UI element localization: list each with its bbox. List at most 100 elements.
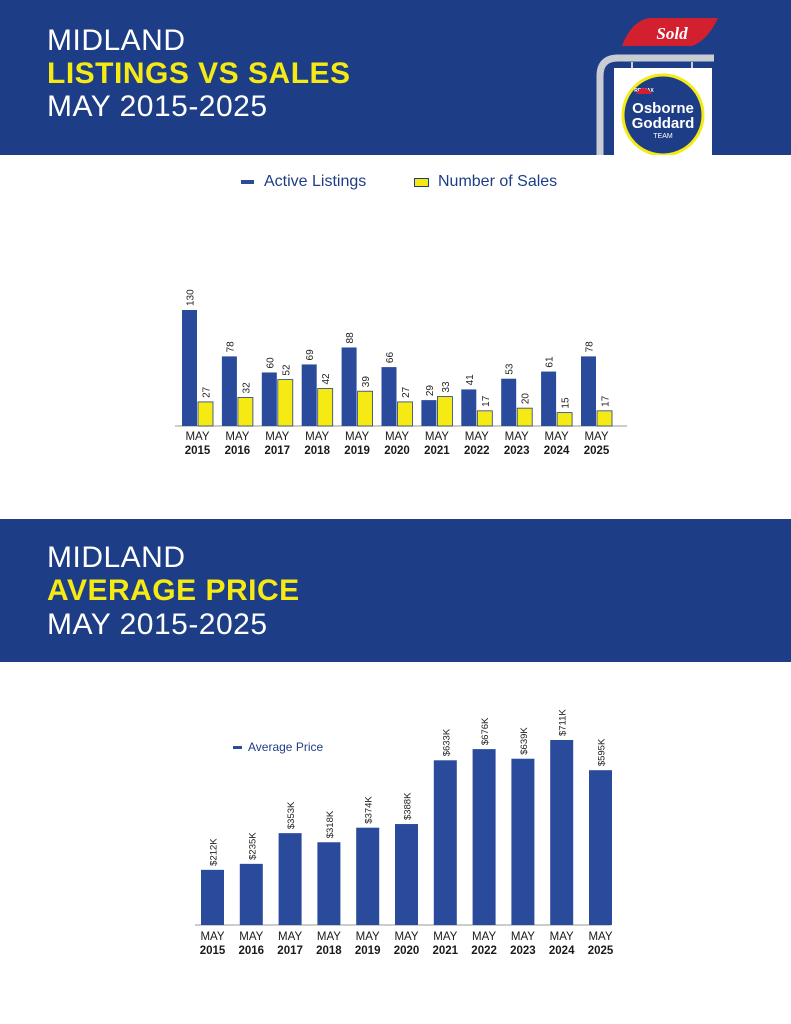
bar-number-of-sales xyxy=(357,390,374,427)
bar-active-listings xyxy=(581,356,596,426)
data-label: $318K xyxy=(325,810,336,838)
x-tick-label-year: 2021 xyxy=(424,445,450,457)
data-label: 88 xyxy=(345,332,356,344)
bar-average-price xyxy=(511,758,535,925)
osborne-goddard-logo: Sold RE/MAX Osborne Goddard TEAM xyxy=(596,18,718,155)
logo-team: TEAM xyxy=(653,133,673,140)
legend-label-listings: Active Listings xyxy=(264,173,367,190)
banner-chart-title: AVERAGE PRICE xyxy=(47,574,300,607)
sold-label: Sold xyxy=(656,24,688,43)
data-label: $235K xyxy=(247,832,258,860)
data-label: $711K xyxy=(558,709,569,736)
sign-post-icon xyxy=(596,54,714,155)
legend-label-sales: Number of Sales xyxy=(438,173,558,190)
listings-vs-sales-plot: 13027MAY20157832MAY20166052MAY20176942MA… xyxy=(175,289,627,457)
bar-number-of-sales xyxy=(237,397,254,427)
x-tick-label-month: MAY xyxy=(305,431,329,443)
x-tick-label-year: 2021 xyxy=(433,945,459,957)
bar-active-listings xyxy=(461,389,477,426)
bar-average-price xyxy=(317,842,341,925)
x-tick-label-month: MAY xyxy=(588,931,612,943)
x-tick-label-month: MAY xyxy=(317,931,341,943)
data-label: 27 xyxy=(202,386,213,398)
x-tick-label-month: MAY xyxy=(511,931,535,943)
data-label: 61 xyxy=(545,356,556,368)
x-tick-label-year: 2019 xyxy=(355,945,381,957)
x-tick-label-year: 2022 xyxy=(464,445,490,457)
x-tick-label-year: 2019 xyxy=(344,445,370,457)
legend-active-listings: Active Listings xyxy=(241,173,366,191)
x-tick-label-year: 2020 xyxy=(384,445,410,457)
balloon-icon xyxy=(636,88,652,94)
bar-average-price xyxy=(395,824,418,925)
x-tick-label-month: MAY xyxy=(550,931,574,943)
data-label: 78 xyxy=(585,341,596,353)
x-tick-label-month: MAY xyxy=(265,431,289,443)
x-tick-label-month: MAY xyxy=(356,931,380,943)
bar-average-price xyxy=(550,740,574,925)
data-label: 52 xyxy=(281,364,292,376)
banner-city-title: MIDLAND xyxy=(47,541,186,574)
bar-number-of-sales xyxy=(556,412,573,427)
data-label: 42 xyxy=(321,373,332,385)
x-tick-label-year: 2020 xyxy=(394,945,420,957)
x-tick-label-year: 2018 xyxy=(304,445,330,457)
x-tick-label-month: MAY xyxy=(345,431,369,443)
data-label: 53 xyxy=(505,363,516,375)
data-label: 20 xyxy=(521,393,532,405)
bar-active-listings xyxy=(381,367,397,426)
x-tick-label-month: MAY xyxy=(545,431,569,443)
bar-average-price xyxy=(472,749,496,925)
x-tick-label-month: MAY xyxy=(185,431,209,443)
bar-active-listings xyxy=(421,400,437,426)
x-tick-label-month: MAY xyxy=(472,931,496,943)
data-label: $595K xyxy=(597,738,608,766)
data-label: $633K xyxy=(441,728,452,756)
legend-swatch-listings xyxy=(241,180,254,184)
x-tick-label-month: MAY xyxy=(465,431,489,443)
bar-active-listings xyxy=(541,371,557,426)
data-label: $212K xyxy=(209,838,220,866)
x-tick-label-year: 2024 xyxy=(549,945,575,957)
bar-average-price xyxy=(433,760,457,925)
x-tick-label-year: 2018 xyxy=(316,945,342,957)
data-label: $374K xyxy=(364,796,375,824)
bar-number-of-sales xyxy=(436,396,453,427)
data-label: 27 xyxy=(401,386,412,398)
x-tick-label-month: MAY xyxy=(385,431,409,443)
data-label: 130 xyxy=(186,289,197,306)
x-tick-label-month: MAY xyxy=(433,931,457,943)
data-label: 32 xyxy=(241,382,252,394)
legend-label-price: Average Price xyxy=(248,740,324,754)
data-label: 60 xyxy=(265,357,276,369)
data-label: 33 xyxy=(441,381,452,393)
bar-number-of-sales xyxy=(277,379,294,427)
bar-number-of-sales xyxy=(476,410,493,427)
x-tick-label-year: 2017 xyxy=(265,445,291,457)
bar-number-of-sales xyxy=(197,401,214,427)
bar-number-of-sales xyxy=(516,407,533,427)
legend-average-price: Average Price xyxy=(233,740,323,754)
banner-date-range: MAY 2015-2025 xyxy=(47,608,268,641)
legend-swatch-price xyxy=(233,745,242,749)
x-tick-label-year: 2022 xyxy=(471,945,497,957)
bar-active-listings xyxy=(501,378,517,426)
data-label: $676K xyxy=(480,717,491,745)
x-tick-label-month: MAY xyxy=(425,431,449,443)
data-label: $639K xyxy=(519,727,530,755)
x-tick-label-month: MAY xyxy=(278,931,302,943)
bar-average-price xyxy=(356,827,380,925)
legend-swatch-sales xyxy=(414,177,429,187)
bar-active-listings xyxy=(261,372,277,426)
data-label: 17 xyxy=(601,395,612,407)
bar-average-price xyxy=(589,770,612,925)
data-label: 78 xyxy=(225,341,236,353)
x-tick-label-month: MAY xyxy=(225,431,249,443)
sold-banner-icon xyxy=(622,18,718,46)
x-tick-label-year: 2015 xyxy=(200,945,226,957)
data-label: 29 xyxy=(425,385,436,397)
data-label: $388K xyxy=(403,792,414,820)
data-label: 69 xyxy=(305,349,316,361)
bar-average-price xyxy=(239,863,263,925)
listings-vs-sales-chart: Active Listings Number of Sales 130 27 MAY… xyxy=(0,155,791,519)
